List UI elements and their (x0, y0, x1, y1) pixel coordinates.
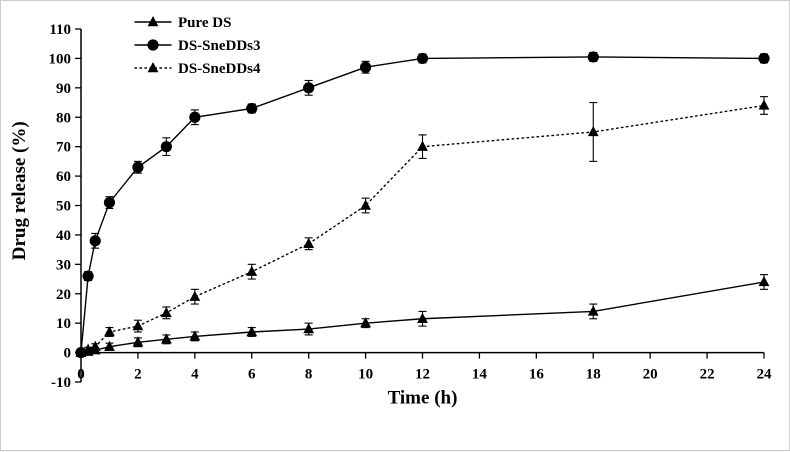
triangle-marker (89, 340, 101, 351)
triangle-marker (147, 16, 159, 27)
series-ds-snedds3 (75, 51, 770, 359)
tick-marks (75, 28, 765, 383)
legend-item-ds-snedds4: DS-SneDDs4 (134, 61, 261, 77)
triangle-marker (758, 275, 770, 287)
circle-marker (160, 141, 172, 153)
triangle-marker (417, 312, 428, 323)
circle-marker (246, 102, 258, 115)
y-tick-label: 110 (49, 22, 71, 38)
y-tick-label: 20 (56, 287, 71, 303)
triangle-marker (75, 346, 87, 357)
circle-marker (587, 51, 599, 63)
x-tick-label: 8 (305, 367, 313, 383)
series-markers (75, 99, 770, 357)
circle-marker (303, 82, 315, 94)
y-tick-label: 80 (56, 110, 71, 126)
triangle-marker (147, 62, 159, 73)
triangle-marker (360, 317, 371, 328)
y-tick-label: 90 (56, 81, 71, 97)
legend-item-ds-snedds3: DS-SneDDs3 (134, 38, 261, 54)
x-tick-label: 12 (415, 367, 430, 383)
legend-label: DS-SneDDs4 (178, 61, 261, 77)
legend-label: DS-SneDDs3 (178, 38, 261, 54)
x-tick-label: 14 (472, 367, 488, 383)
triangle-marker (104, 325, 115, 337)
triangle-marker (104, 340, 115, 351)
x-tick-label: 16 (529, 367, 545, 383)
circle-marker (189, 111, 201, 123)
series-pure-ds (75, 274, 770, 357)
x-tick-label: 0 (77, 367, 85, 383)
triangle-marker (246, 325, 258, 337)
series-markers (75, 275, 770, 357)
x-axis-title: Time (h) (388, 388, 458, 409)
triangle-marker (160, 306, 172, 318)
x-tick-label: 24 (757, 367, 773, 383)
y-axis-title: Drug release (%) (9, 121, 30, 260)
legend-label: Pure DS (178, 15, 231, 31)
circle-marker (89, 235, 101, 247)
triangle-marker (189, 290, 201, 301)
circle-marker (132, 161, 144, 173)
y-tick-label: 100 (49, 51, 72, 67)
series-ds-snedds4 (75, 96, 770, 357)
triangle-marker (758, 99, 770, 110)
error-bars (84, 51, 768, 282)
y-tick-label: 0 (64, 346, 72, 362)
circle-marker (416, 52, 429, 65)
triangle-marker (82, 343, 94, 354)
triangle-marker (303, 323, 315, 334)
legend-item-pure-ds: Pure DS (134, 15, 231, 31)
series-line (80, 56, 765, 354)
x-tick-label: 4 (191, 367, 199, 383)
series-markers (75, 51, 770, 359)
y-tick-label: 50 (56, 199, 71, 215)
circle-marker (758, 52, 770, 65)
x-tick-label: 22 (700, 367, 715, 383)
circle-marker (359, 61, 372, 73)
axes (80, 29, 764, 382)
triangle-marker (587, 125, 599, 137)
triangle-marker (132, 336, 144, 347)
circle-marker (147, 39, 159, 51)
circle-marker (103, 196, 116, 209)
x-tick-label: 18 (586, 367, 601, 383)
y-tick-label: 40 (56, 228, 71, 244)
triangle-marker (587, 305, 599, 316)
triangle-marker (246, 265, 258, 276)
y-tick-label: 30 (56, 257, 71, 273)
y-tick-label: -10 (51, 375, 71, 391)
triangle-marker (303, 237, 315, 248)
y-tick-label: 70 (56, 140, 71, 156)
triangle-marker (160, 333, 172, 344)
y-tick-label: 60 (56, 169, 71, 185)
triangle-marker (132, 320, 144, 331)
legend: Pure DS DS-SneDDs3 DS-SneDDs4 (134, 15, 261, 77)
triangle-marker (189, 330, 201, 341)
triangle-marker (417, 140, 428, 151)
error-bars (84, 274, 768, 354)
y-tick-label: 10 (56, 316, 71, 332)
x-tick-label: 10 (358, 367, 373, 383)
x-tick-label: 6 (248, 367, 256, 383)
circle-marker (82, 270, 94, 282)
x-tick-label: 2 (134, 367, 142, 383)
x-tick-label: 20 (643, 367, 658, 383)
triangle-marker (360, 199, 371, 210)
error-bars (84, 96, 768, 353)
